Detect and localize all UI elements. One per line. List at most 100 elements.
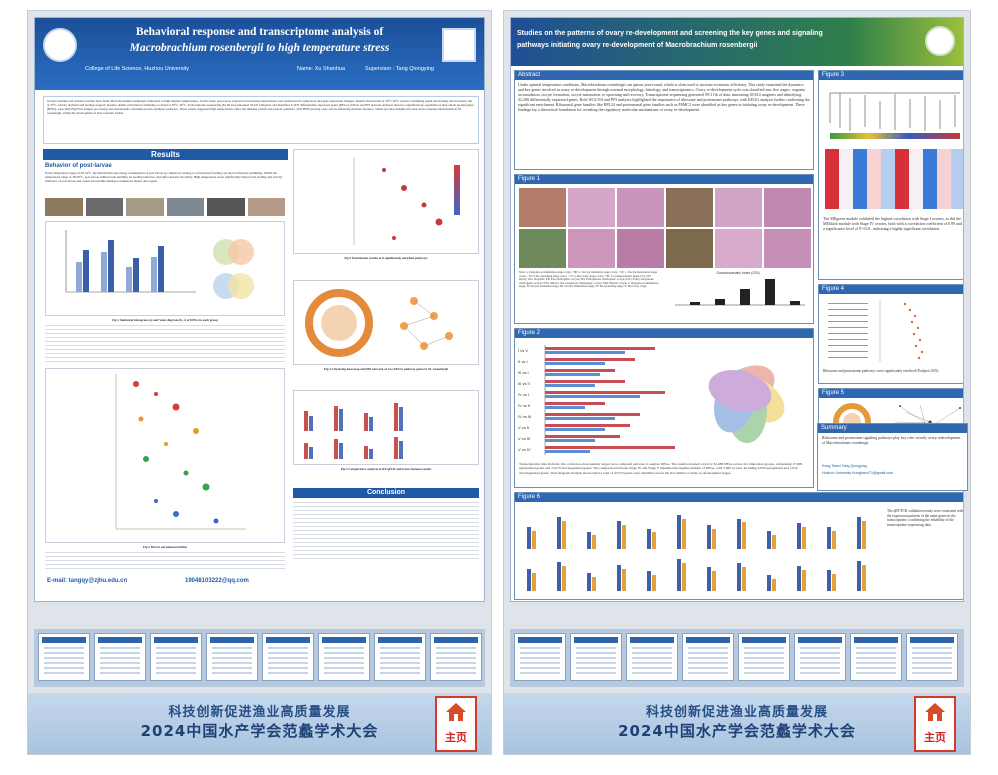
left-photo (45, 198, 83, 216)
left-fig1-text (45, 324, 285, 364)
right-figure1-note: Note: a, Oogonia accumulation stage ovar… (519, 271, 659, 289)
right-poster-panel: Studies on the patterns of ovary re-deve… (503, 10, 971, 755)
right-figure4-box: Figure 4 Ribosome and proteasome pathway… (818, 284, 963, 384)
right-figure4-enrichment-plot (828, 300, 924, 362)
deg-bar-label: V vs IV (518, 447, 531, 452)
left-fig4-circos-network (305, 289, 453, 357)
poster-thumbnail[interactable] (430, 633, 482, 681)
right-figure3-box: Figure 3 The MEgreen module exhibited th… (818, 70, 963, 280)
left-behavior-heading: Behavior of post-larvae (45, 163, 112, 169)
left-college-label: College of Life Science, Huzhou Universi… (85, 66, 189, 72)
poster-thumbnail[interactable] (262, 633, 314, 681)
right-figure6-qpcr-bars (527, 515, 866, 591)
left-footer: 科技创新促进渔业高质量发展 2024中国水产学会范蠡学术大会 主页 (28, 693, 491, 754)
right-figure2-box: Figure 2 I vs V II vs I III vs I III vs II I… (514, 328, 814, 488)
left-home-label: 主页 (445, 731, 467, 744)
poster-thumbnail[interactable] (570, 633, 622, 681)
right-summary-text: Ribosome and proteasome signaling pathwa… (822, 436, 961, 445)
right-figure2-label: Figure 2 (515, 329, 813, 338)
right-gsi-bars (675, 279, 805, 306)
left-conclusion-header: Conclusion (293, 488, 479, 498)
poster-thumbnail[interactable] (206, 633, 258, 681)
poster-thumbnail[interactable] (626, 633, 678, 681)
right-summary-box: Summary Ribosome and proteasome signalin… (817, 423, 968, 491)
left-seal-logo (442, 28, 476, 62)
left-phone: 19048103222@qq.com (185, 578, 249, 584)
left-title-line2: Macrobrachium rosenbergii to high temper… (129, 42, 390, 54)
right-title-line1: Studies on the patterns of ovary re-deve… (517, 30, 823, 37)
left-poster-panel: Behavioral response and transcriptome an… (27, 10, 492, 755)
poster-thumbnail[interactable] (374, 633, 426, 681)
poster-thumbnail[interactable] (514, 633, 566, 681)
poster-thumbnail[interactable] (850, 633, 902, 681)
left-thumbnail-strip[interactable] (34, 629, 485, 687)
poster-thumbnail[interactable] (906, 633, 958, 681)
left-fig5 (293, 390, 479, 465)
left-slogan-line2: 2024中国水产学会范蠡学术大会 (140, 722, 379, 740)
poster-thumbnail[interactable] (794, 633, 846, 681)
left-poster-header: Behavioral response and transcriptome an… (35, 18, 484, 90)
left-email: E-mail: tangqy@zjhu.edu.cn (47, 578, 128, 584)
left-photo (126, 198, 164, 216)
left-photo (85, 198, 123, 216)
poster-thumbnail[interactable] (150, 633, 202, 681)
right-abstract-text: Under optimal temperature conditions, Ma… (518, 82, 810, 112)
right-abstract-header: Abstract (515, 71, 813, 80)
right-figure1-box: Figure 1 Gonadosomatic index (GSI) Note:… (514, 174, 814, 324)
deg-bar-label: II vs I (518, 359, 528, 364)
poster-thumbnail[interactable] (318, 633, 370, 681)
left-fig3-caption: Fig.3 Enrichment results of 8 significan… (344, 256, 428, 260)
right-figure3-dendrogram (829, 92, 960, 139)
left-fig2 (45, 368, 285, 543)
right-figure1-micrographs (519, 188, 811, 268)
home-icon (446, 703, 466, 721)
left-photo (207, 198, 245, 216)
right-figure1-gsi-chart: Gonadosomatic index (GSI) (665, 271, 811, 309)
right-figure4-label: Figure 4 (819, 285, 963, 294)
right-home-button[interactable]: 主页 (914, 696, 956, 752)
left-fig4 (293, 280, 479, 365)
right-title-line2: pathways initiating ovary re-development… (517, 42, 758, 49)
left-fig5-qpcr-bars (304, 403, 403, 459)
left-slogan-line1: 科技创新促进渔业高质量发展 (168, 705, 351, 720)
right-poster-header: Studies on the patterns of ovary re-deve… (511, 18, 963, 66)
left-fig3-enrichment-plot (353, 158, 460, 245)
left-fig2-caption: Fig.2 KEGG enrichment bubble (143, 545, 187, 549)
right-slogan-line2: 2024中国水产学会范蠡学术大会 (618, 722, 856, 740)
right-figure1-label: Figure 1 (515, 175, 813, 184)
deg-bar-label: V vs II (518, 425, 529, 430)
right-figure6-label: Figure 6 (515, 493, 963, 502)
right-contact2: Huzhou University Kongtianci71@gmail.com (822, 471, 893, 475)
left-fig1-caption: Fig.1 Statistical histogram (a) and Venn… (112, 318, 218, 322)
right-abstract-box: Abstract Under optimal temperature condi… (514, 70, 814, 170)
left-title-line1: Behavioral response and transcriptome an… (135, 26, 384, 38)
left-abstract-text: Global warming and extreme weather have … (47, 99, 474, 115)
right-figure3-text: The MEgreen module exhibited the highest… (823, 216, 962, 231)
left-behavior-text: In the temperature range of 30-34°C, the… (45, 171, 283, 183)
deg-bar-label: IV vs I (518, 392, 529, 397)
right-gsi-label: Gonadosomatic index (GSI) (716, 271, 760, 275)
right-figure5-label: Figure 5 (819, 389, 963, 398)
right-figure4-text: Ribosome and proteasome pathways were si… (823, 369, 940, 373)
left-results-header: Results (43, 149, 288, 160)
right-poster: Studies on the patterns of ovary re-deve… (510, 17, 964, 602)
poster-thumbnail[interactable] (682, 633, 734, 681)
poster-thumbnail[interactable] (38, 633, 90, 681)
right-home-label: 主页 (924, 731, 946, 744)
deg-bar-label: III vs II (518, 381, 530, 386)
left-abstract: Global warming and extreme weather have … (43, 96, 479, 144)
left-conclusion-text (293, 501, 479, 561)
right-slogan-line1: 科技创新促进渔业高质量发展 (645, 705, 828, 720)
left-fig2-text (45, 551, 285, 569)
poster-thumbnail[interactable] (738, 633, 790, 681)
poster-thumbnail[interactable] (94, 633, 146, 681)
right-figure2-text: Transcriptomic data from the five ovaria… (519, 462, 803, 475)
left-home-button[interactable]: 主页 (435, 696, 477, 752)
left-fig3 (293, 149, 479, 254)
left-poster: Behavioral response and transcriptome an… (34, 17, 485, 602)
right-footer: 科技创新促进渔业高质量发展 2024中国水产学会范蠡学术大会 主页 (504, 693, 970, 754)
right-thumbnail-strip[interactable] (510, 629, 964, 687)
left-author-name: Name: Xu Shanhua (297, 66, 346, 72)
left-photo-row (45, 198, 285, 216)
